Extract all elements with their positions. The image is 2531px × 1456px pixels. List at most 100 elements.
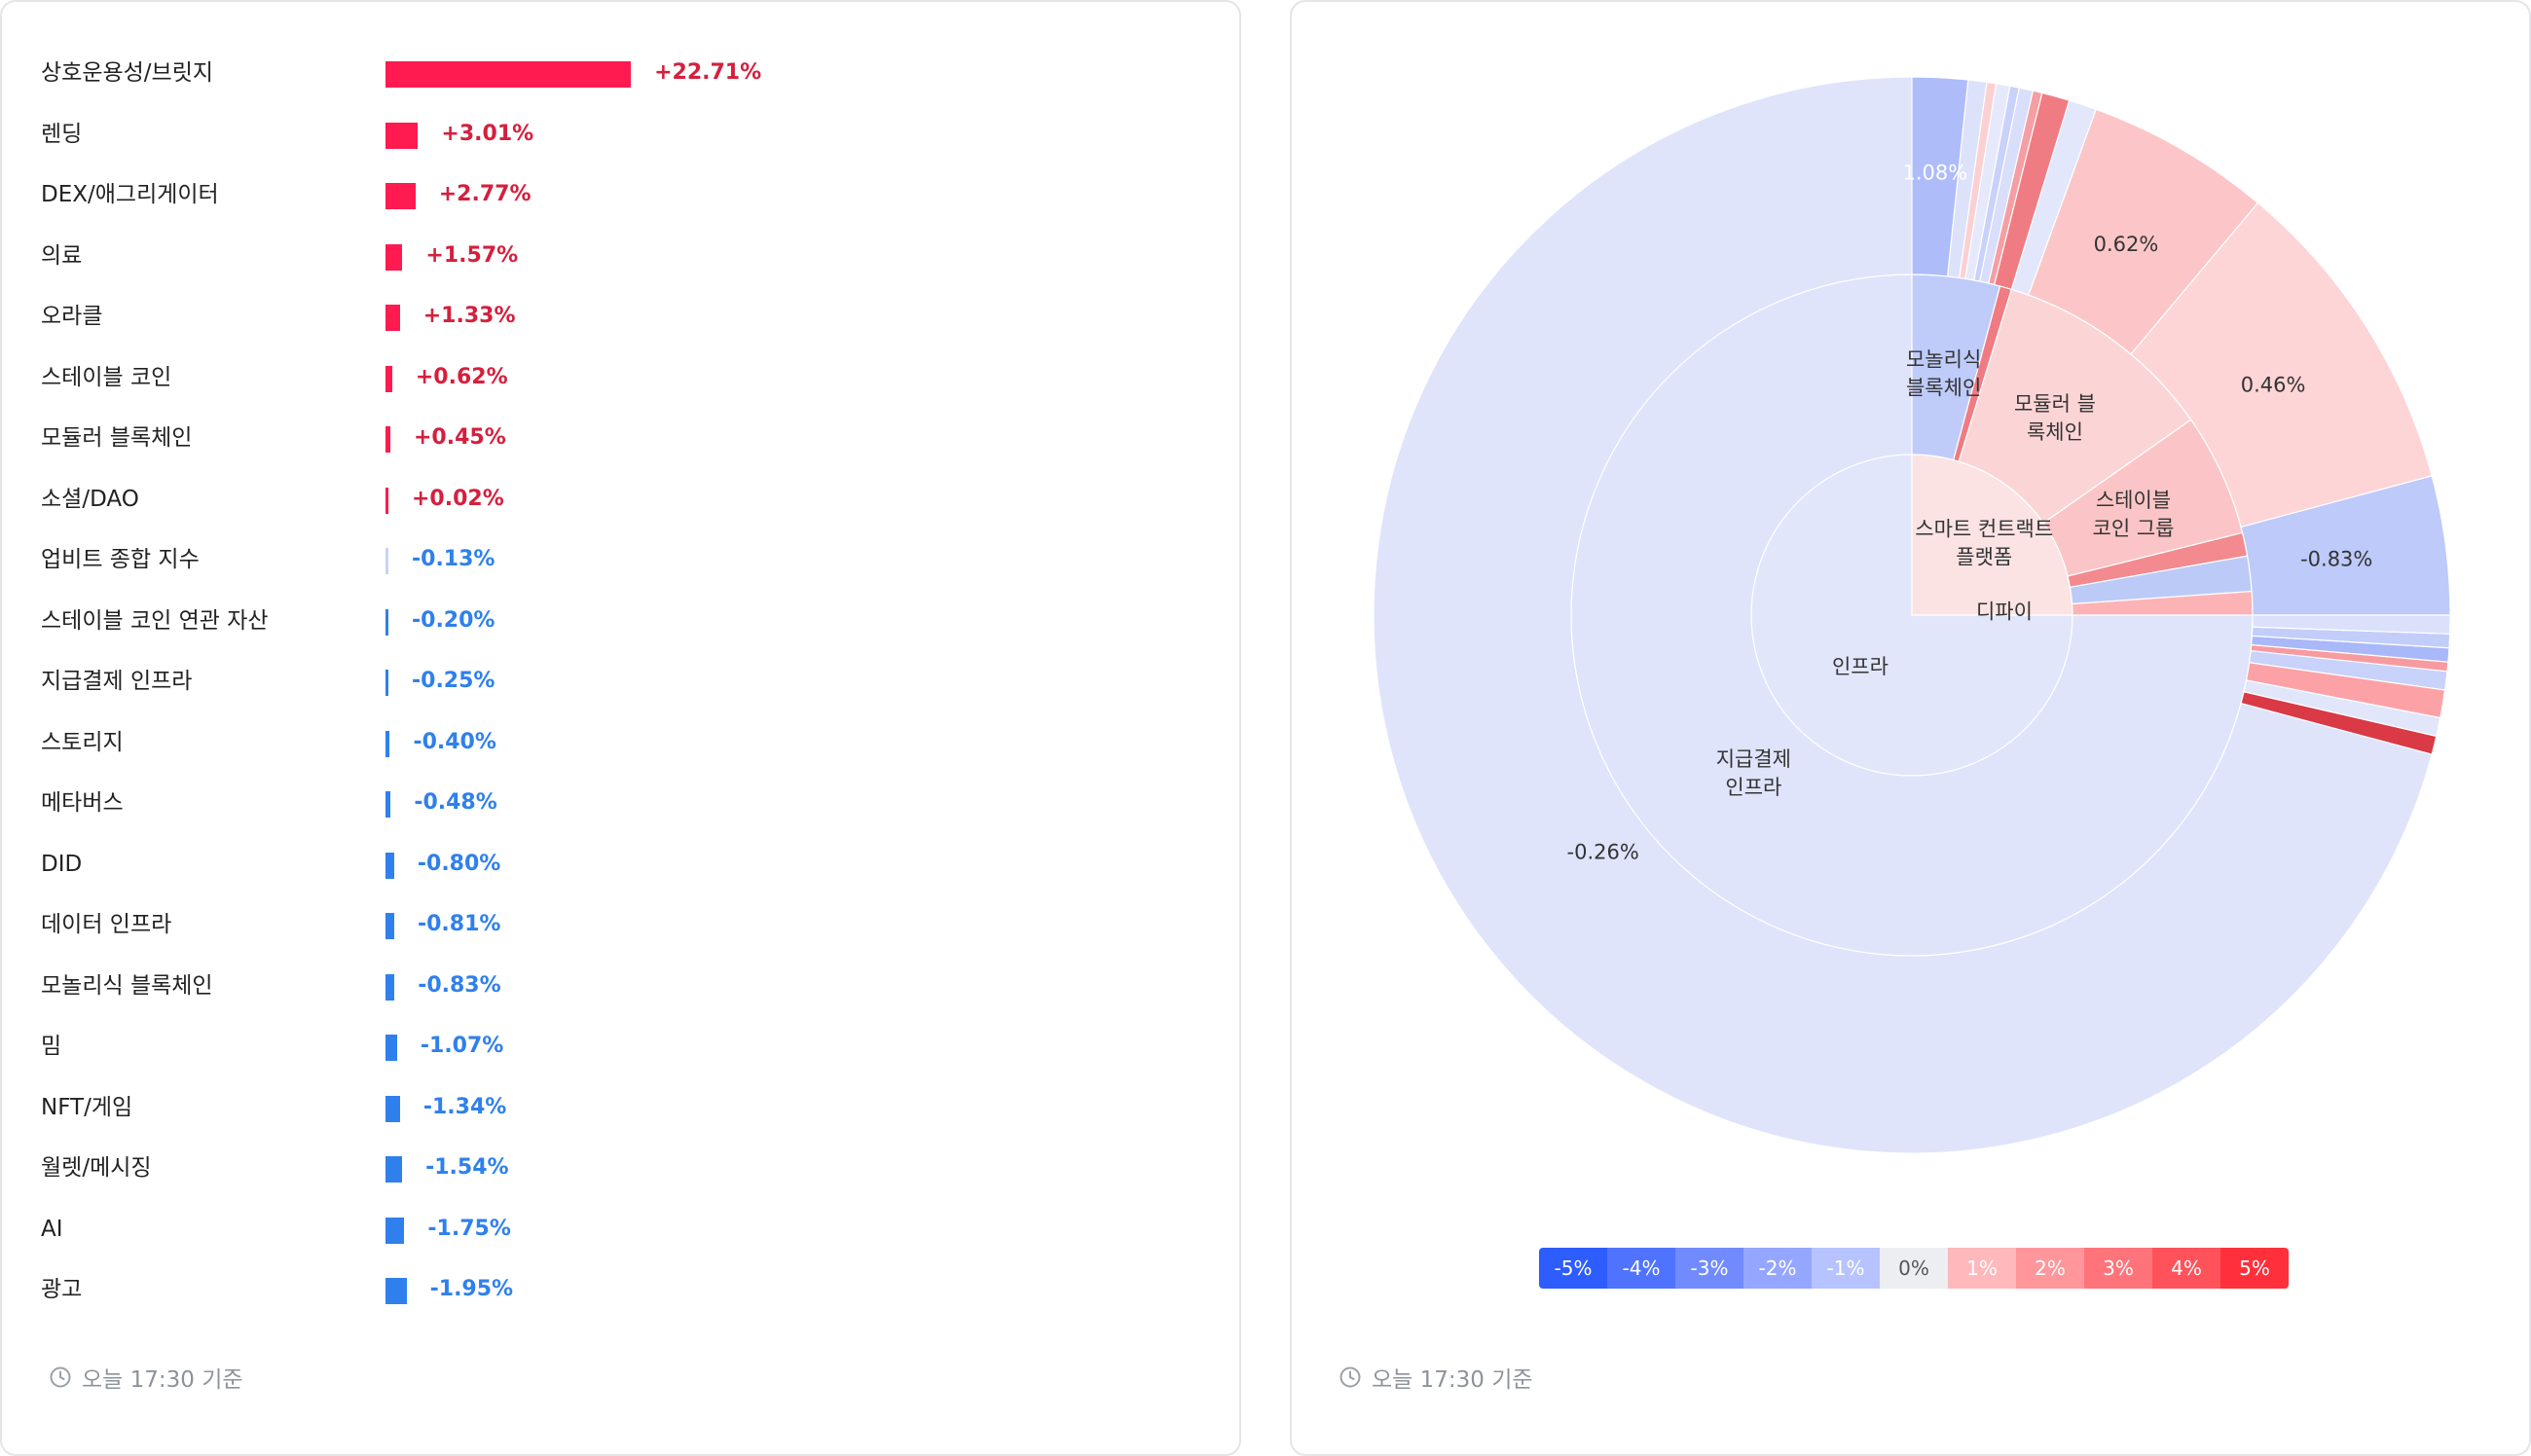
bar-value-label: +1.57% [425,242,519,268]
outer-ring-segment[interactable] [2248,649,2448,691]
legend-cell: 3% [2084,1248,2152,1289]
bar-value-label: -1.95% [429,1277,514,1301]
bar-label: AI [41,1216,63,1242]
bar-row: 밈 -1.07% [41,1027,1209,1066]
bar-row: DID -0.80% [41,845,1209,884]
bar-label: 스테이블 코인 [41,364,172,390]
bar-row: 스테이블 코인 +0.62% [41,358,1209,397]
bar-row: 업비트 종합 지수 -0.13% [41,540,1209,579]
bar-row: 소셜/DAO +0.02% [41,480,1209,519]
bar-label: 스토리지 [41,729,124,755]
bar-label: 지급결제 인프라 [41,669,193,694]
outer-ring-segment[interactable] [1911,76,1969,277]
bar-value-label: -1.54% [425,1155,509,1180]
legend-cell: 5% [2220,1248,2289,1289]
legend-cell: -2% [1743,1248,1812,1289]
outer-ring-label: 1.08% [1902,162,1967,185]
bar-row: 지급결제 인프라 -0.25% [41,662,1209,701]
color-legend: -5% -4% -3% -2% -1% 0% 1% 2% 3% 4% 5% [1539,1248,2289,1289]
bar [385,730,390,757]
bar [385,365,392,392]
bar-value-label: +0.02% [412,486,504,511]
bar-label: 월렛/메시징 [41,1155,152,1181]
outer-ring-segment[interactable] [1946,79,1988,279]
middle-ring-label: 모놀리식 블록체인 [1906,348,1981,400]
bar [385,973,395,1001]
bar [385,670,388,696]
bar-row: 스토리지 -0.40% [41,723,1209,762]
bar [385,122,419,149]
bar-row: 데이터 인프라 -0.81% [41,905,1209,944]
bar-value-label: +0.62% [415,364,508,389]
inner-ring-label: 스마트 컨트랙트 플랫폼 [1915,517,2053,568]
outer-ring-segment[interactable] [1993,91,2071,291]
bar-label: 렌딩 [41,121,83,147]
outer-ring-segment[interactable] [2240,475,2451,616]
bar-label: 의료 [41,242,83,269]
bar-row: 광고 -1.95% [41,1270,1209,1309]
bar [385,548,388,574]
legend-cell: 2% [2016,1248,2084,1289]
bar-label: 밈 [41,1034,62,1059]
outer-ring-segment[interactable] [2240,691,2438,755]
outer-ring-label: 0.62% [2094,233,2159,256]
middle-ring-label: 지급결제 인프라 [1716,747,1791,799]
inner-ring-label: 인프라 [1832,655,1889,678]
outer-ring-segment[interactable] [1964,83,2011,281]
legend-cell: 4% [2152,1248,2220,1289]
right-timestamp: 오늘 17:30 기준 [1339,1361,1533,1394]
legend-cell: 0% [1880,1248,1948,1289]
bar-row: 의료 +1.57% [41,237,1209,275]
outer-ring-segment[interactable] [2245,662,2446,719]
bar [385,608,388,636]
outer-ring-label: -0.26% [1567,841,1639,864]
middle-ring-label: 디파이 [1976,601,2033,624]
bar [385,305,400,331]
bar-label: 모듈러 블록체인 [41,425,193,451]
bar-row: 모듈러 블록체인 +0.45% [41,419,1209,457]
bar-row: 오라클 +1.33% [41,297,1209,336]
bar [385,1095,400,1122]
outer-ring-label: -0.83% [2300,548,2372,571]
outer-ring-segment[interactable] [2027,108,2259,355]
outer-ring-segment[interactable] [2010,99,2097,296]
bar-row: 스테이블 코인 연관 자산 -0.20% [41,601,1209,640]
bar-value-label: +0.45% [413,425,506,450]
bar-row: 상호운용성/브릿지 +22.71% [41,54,1209,92]
outer-ring-segment[interactable] [1373,76,2433,1154]
bar-value-label: +1.33% [422,304,516,328]
bar-label: 소셜/DAO [41,486,139,512]
middle-ring-label: 스테이블 코인 그룹 [2093,489,2175,540]
outer-ring-segment[interactable] [2252,614,2451,635]
bar-label: 업비트 종합 지수 [41,547,200,572]
bar [385,791,391,818]
outer-ring-label: 0.46% [2241,374,2306,397]
bar-value-label: -0.20% [412,607,495,633]
bar-row: NFT/게임 -1.34% [41,1088,1209,1127]
bar [385,61,632,88]
bar-value-label: -0.25% [412,669,495,693]
outer-ring-segment[interactable] [2243,679,2441,738]
outer-ring-segment[interactable] [1979,87,2035,284]
legend-cell: -3% [1675,1248,1743,1289]
bar-label: 스테이블 코인 연관 자산 [41,607,269,634]
bar-value-label: -0.40% [413,729,496,754]
legend-cell: 1% [1948,1248,2016,1289]
middle-ring-label: 모듈러 블 록체인 [2014,392,2096,444]
bar-value-label: -1.07% [420,1034,504,1058]
outer-ring-segment[interactable] [2130,201,2433,528]
bar-label: 광고 [41,1277,83,1302]
bar [385,913,394,939]
bar [385,183,416,209]
legend-cell: -1% [1812,1248,1880,1289]
bar [385,1035,397,1061]
bar-value-label: +3.01% [441,121,534,146]
bar-row: 렌딩 +3.01% [41,115,1209,154]
clock-icon [1339,1365,1362,1389]
outer-ring-segment[interactable] [2251,635,2450,663]
bar-value-label: -0.13% [412,547,495,571]
bar [385,1156,403,1183]
bar-label: DID [41,851,83,877]
bar-label: NFT/게임 [41,1094,133,1120]
